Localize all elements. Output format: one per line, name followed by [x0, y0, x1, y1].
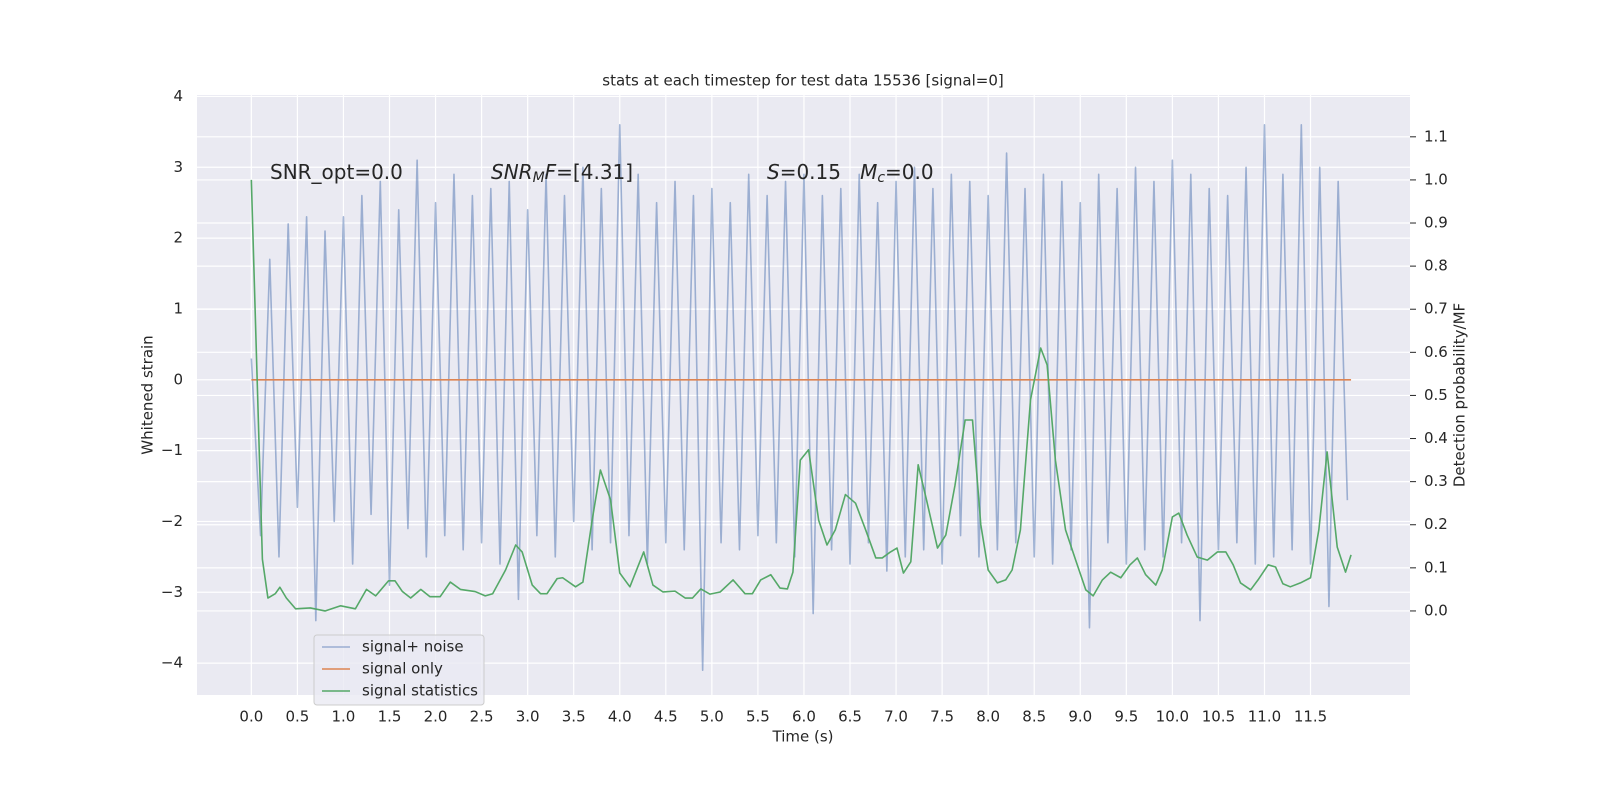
legend-label: signal only [362, 660, 443, 678]
x-tick-label: 4.5 [654, 708, 678, 726]
annotation-part: c [877, 170, 885, 186]
x-tick-label: 11.0 [1248, 708, 1281, 726]
annotation-part: SNR [491, 160, 533, 184]
x-tick-label: 3.0 [516, 708, 540, 726]
x-tick-label: 5.0 [700, 708, 724, 726]
y-axis-label: Whitened strain [139, 335, 157, 454]
y2-tick-label: 0.1 [1424, 558, 1448, 576]
annotation: SNRMF=[4.31] [491, 160, 633, 187]
annotation-part: =[4.31] [556, 160, 633, 184]
x-tick-label: 5.5 [746, 708, 770, 726]
x-tick-label: 0.5 [285, 708, 309, 726]
x-tick-label: 1.0 [332, 708, 356, 726]
x-tick-label: 1.5 [378, 708, 402, 726]
annotation-part: S [767, 160, 780, 184]
x-tick-label: 10.5 [1202, 708, 1235, 726]
y-tick-label: 1 [173, 299, 183, 317]
y-tick-label: −3 [161, 583, 183, 601]
annotation-part: M [533, 170, 545, 186]
legend-label: signal+ noise [362, 638, 464, 656]
y2-tick-label: 0.8 [1424, 257, 1448, 275]
legend: signal+ noise signal only signal statistic… [313, 634, 485, 706]
y2-tick-label: 0.9 [1424, 214, 1448, 232]
y2-tick-label: 0.4 [1424, 429, 1448, 447]
series-line [250, 123, 1349, 672]
y-tick-label: 3 [173, 158, 183, 176]
x-tick-label: 9.0 [1068, 708, 1092, 726]
x-tick-label: 0.0 [239, 708, 263, 726]
y-tick-label: 0 [173, 370, 183, 388]
x-tick-label: 2.5 [470, 708, 494, 726]
x-tick-label: 6.0 [792, 708, 816, 726]
y-tick-label: −1 [161, 441, 183, 459]
y-tick-label: −2 [161, 512, 183, 530]
series-line [250, 179, 1352, 612]
y2-tick-label: 0.6 [1424, 343, 1448, 361]
y2-tick-label: 0.5 [1424, 386, 1448, 404]
x-tick-label: 7.5 [930, 708, 954, 726]
x-tick-label: 10.0 [1156, 708, 1189, 726]
chart-title: stats at each timestep for test data 155… [602, 72, 1003, 90]
x-tick-label: 3.5 [562, 708, 586, 726]
y2-tick-label: 1.1 [1424, 127, 1448, 145]
y2-axis-label: Detection probability/MF [1451, 303, 1469, 487]
y-tick-label: 4 [173, 87, 183, 105]
x-tick-label: 8.5 [1022, 708, 1046, 726]
x-tick-label: 7.0 [884, 708, 908, 726]
annotation-part: =0.15 [780, 160, 860, 184]
y2-tick-label: 0.0 [1424, 601, 1448, 619]
annotation-part: M [860, 160, 877, 184]
annotation: S=0.15 Mc=0.0 [767, 160, 934, 187]
x-tick-label: 9.5 [1114, 708, 1138, 726]
x-tick-label: 6.5 [838, 708, 862, 726]
x-tick-label: 2.0 [424, 708, 448, 726]
annotation: SNR_opt=0.0 [270, 160, 403, 184]
legend-label: signal statistics [362, 682, 478, 700]
annotation-part: SNR_opt=0.0 [270, 160, 403, 184]
y2-tick-label: 0.2 [1424, 515, 1448, 533]
y-tick-label: 2 [173, 229, 183, 247]
annotation-part: F [545, 160, 557, 184]
x-tick-label: 11.5 [1294, 708, 1327, 726]
y2-tick-label: 1.0 [1424, 170, 1448, 188]
y2-tick-label: 0.7 [1424, 300, 1448, 318]
legend-box [313, 634, 485, 706]
x-tick-label: 4.0 [608, 708, 632, 726]
y2-tick-label: 0.3 [1424, 472, 1448, 490]
x-axis-label: Time (s) [772, 728, 834, 746]
y-tick-label: −4 [161, 654, 183, 672]
x-tick-label: 8.0 [976, 708, 1000, 726]
annotation-part: =0.0 [885, 160, 934, 184]
